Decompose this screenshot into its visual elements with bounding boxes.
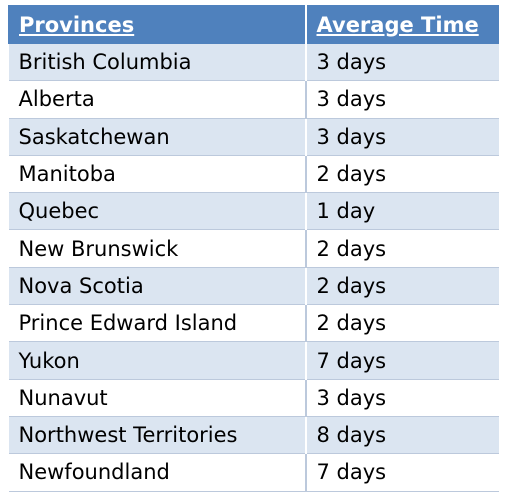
province-cell: New Brunswick <box>8 229 306 268</box>
table-row: New Brunswick 2 days <box>8 229 499 268</box>
table-row: Yukon 7 days <box>8 341 499 380</box>
province-cell: Nova Scotia <box>8 266 306 306</box>
time-cell: 3 days <box>304 378 499 417</box>
header-cell: Provinces <box>8 5 306 44</box>
time-cell: 8 days <box>304 415 499 455</box>
table-row: British Columbia 3 days <box>8 42 499 82</box>
table-body: British Columbia 3 days Alberta 3 days Saska… <box>8 42 499 492</box>
province-cell: Yukon <box>8 341 306 380</box>
table-row: Saskatchewan 3 days <box>8 117 499 156</box>
table-row: Newfoundland 7 days <box>8 453 499 492</box>
table-row: Prince Edward Island 2 days <box>8 304 499 343</box>
time-cell: 1 day <box>304 192 499 231</box>
header-cell: Average Time <box>304 5 499 44</box>
province-cell: Saskatchewan <box>8 117 306 156</box>
table: Provinces Average Time British Columbia 3… <box>8 5 499 492</box>
province-cell: Newfoundland <box>8 453 306 492</box>
province-cell: Northwest Territories <box>8 415 306 455</box>
time-cell: 2 days <box>304 154 499 194</box>
time-cell: 3 days <box>304 80 499 119</box>
table-row: Nunavut 3 days <box>8 378 499 417</box>
time-cell: 2 days <box>304 229 499 268</box>
province-cell: Nunavut <box>8 378 306 417</box>
header-row: Provinces Average Time <box>8 5 499 44</box>
province-cell: Alberta <box>8 80 306 119</box>
time-cell: 3 days <box>304 42 499 82</box>
province-cell: Prince Edward Island <box>8 304 306 343</box>
table-row: Alberta 3 days <box>8 80 499 119</box>
table-container: Provinces Average Time British Columbia 3… <box>8 5 499 492</box>
province-cell: Quebec <box>8 192 306 231</box>
time-cell: 2 days <box>304 266 499 306</box>
time-cell: 2 days <box>304 304 499 343</box>
table-row: Nova Scotia 2 days <box>8 266 499 306</box>
province-cell: Manitoba <box>8 154 306 194</box>
time-cell: 7 days <box>304 341 499 380</box>
table-row: Quebec 1 day <box>8 192 499 231</box>
time-cell: 3 days <box>304 117 499 156</box>
table-row: Manitoba 2 days <box>8 154 499 194</box>
table-row: Northwest Territories 8 days <box>8 415 499 455</box>
province-cell: British Columbia <box>8 42 306 82</box>
time-cell: 7 days <box>304 453 499 492</box>
